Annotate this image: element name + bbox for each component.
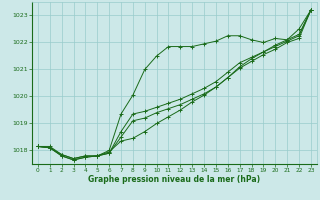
X-axis label: Graphe pression niveau de la mer (hPa): Graphe pression niveau de la mer (hPa) <box>88 175 260 184</box>
